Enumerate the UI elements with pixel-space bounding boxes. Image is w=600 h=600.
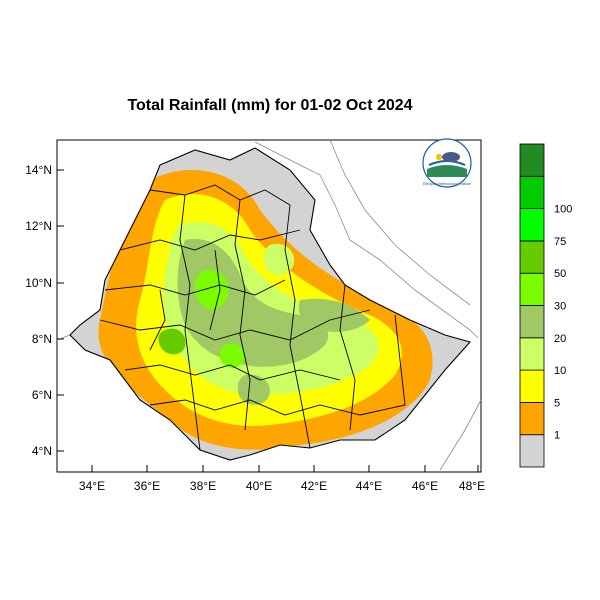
y-tick-label: 12°N: [25, 219, 52, 233]
map-title: Total Rainfall (mm) for 01-02 Oct 2024: [127, 97, 413, 114]
y-tick-label: 4°N: [32, 444, 52, 458]
y-axis: 14°N 12°N 10°N 8°N 6°N 4°N: [25, 163, 64, 458]
colorbar-swatch: [519, 208, 545, 242]
colorbar-swatch: [519, 143, 545, 177]
colorbar-label: 50: [554, 268, 566, 280]
colorbar-label: 5: [554, 397, 560, 409]
logo-text: Ethiopian Meteorology Institute: [423, 182, 471, 186]
y-tick-label: 8°N: [32, 332, 52, 346]
colorbar-swatch: [519, 240, 545, 274]
colorbar-label: 10: [554, 365, 566, 377]
colorbar-label: 1: [554, 430, 560, 442]
colorbar-swatch: [519, 401, 545, 436]
x-tick-label: 48°E: [459, 479, 485, 493]
colorbar-swatch: [519, 434, 545, 468]
institute-logo: Ethiopian Meteorology Institute: [422, 138, 472, 188]
y-tick-label: 10°N: [25, 276, 52, 290]
colorbar: 1 5 10 20 30 50 75 100: [519, 143, 572, 468]
colorbar-label: 75: [554, 236, 566, 248]
y-tick-label: 6°N: [32, 388, 52, 402]
x-tick-label: 38°E: [190, 479, 216, 493]
x-tick-label: 44°E: [356, 479, 382, 493]
x-tick-label: 46°E: [412, 479, 438, 493]
x-tick-label: 36°E: [134, 479, 160, 493]
colorbar-label: 20: [554, 333, 566, 345]
colorbar-swatch: [519, 369, 545, 403]
colorbar-swatch: [519, 175, 545, 210]
colorbar-label: 100: [554, 204, 572, 216]
y-tick-label: 14°N: [25, 163, 52, 177]
colorbar-swatch: [519, 337, 545, 371]
colorbar-label: 30: [554, 301, 566, 313]
x-tick-label: 42°E: [301, 479, 327, 493]
x-tick-label: 40°E: [246, 479, 272, 493]
neighbor-borders: [56, 139, 482, 471]
admin-borders: [69, 147, 471, 461]
colorbar-swatch: [519, 305, 545, 339]
x-axis: 34°E 36°E 38°E 40°E 42°E 44°E 46°E 48°E: [79, 465, 485, 493]
x-tick-label: 34°E: [79, 479, 105, 493]
colorbar-swatch: [519, 272, 545, 306]
